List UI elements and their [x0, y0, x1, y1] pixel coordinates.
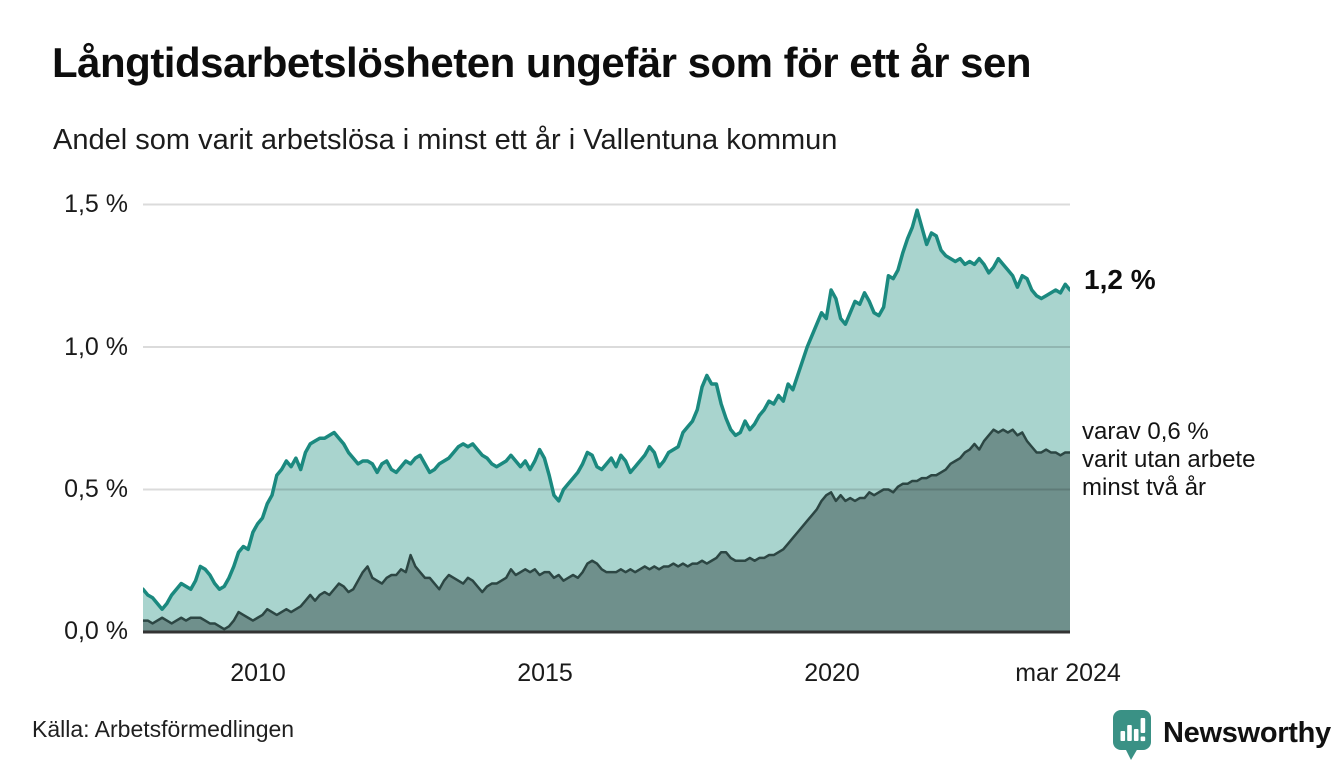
x-axis-tick-2015: 2015 — [517, 659, 573, 687]
newsworthy-logo-text: Newsworthy — [1163, 717, 1331, 749]
chart-subtitle: Andel som varit arbetslösa i minst ett å… — [53, 124, 838, 156]
secondary-annotation-line-2: varit utan arbete — [1082, 446, 1256, 473]
latest-value-annotation: 1,2 % — [1084, 264, 1156, 295]
secondary-annotation-line-1: varav 0,6 % — [1082, 418, 1209, 445]
area-chart-plot — [143, 203, 1070, 634]
series-two-years-area-fill — [143, 429, 1070, 632]
x-axis-tick-2010: 2010 — [230, 659, 286, 687]
source-attribution: Källa: Arbetsförmedlingen — [32, 716, 295, 742]
y-axis-tick-15: 1,5 % — [64, 190, 128, 218]
newsworthy-speech-bubble-bar-chart-icon — [1113, 710, 1151, 760]
y-axis-tick-10: 1,0 % — [64, 333, 128, 361]
x-axis-tick-mar-2024: mar 2024 — [1015, 659, 1121, 687]
x-axis-tick-2020: 2020 — [804, 659, 860, 687]
secondary-annotation-line-3: minst två år — [1082, 474, 1207, 501]
secondary-series-annotation: varav 0,6 % varit utan arbete minst två … — [1082, 418, 1255, 502]
series-two-years-line — [143, 428, 1070, 631]
series-total-line — [143, 208, 1070, 611]
page-title: Långtidsarbetslösheten ungefär som för e… — [52, 39, 1032, 86]
y-axis-tick-0: 0,0 % — [64, 617, 128, 645]
newsworthy-branding: Newsworthy — [1113, 710, 1331, 762]
y-axis-tick-05: 0,5 % — [64, 475, 128, 503]
